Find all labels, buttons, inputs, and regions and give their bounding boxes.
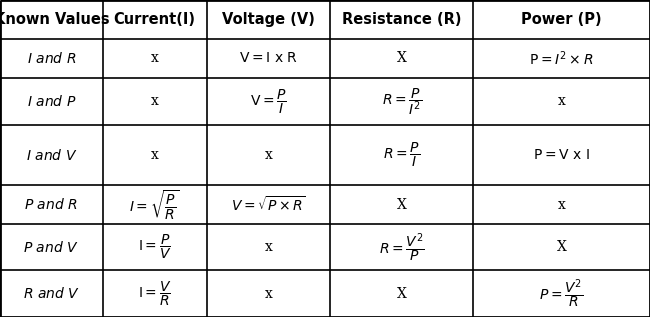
- Text: x: x: [265, 287, 272, 301]
- Text: Resistance (R): Resistance (R): [342, 12, 462, 27]
- Text: $\mathit{I\ and\ R}$: $\mathit{I\ and\ R}$: [27, 51, 76, 66]
- Text: x: x: [265, 240, 272, 254]
- Text: Power (P): Power (P): [521, 12, 602, 27]
- Text: $R = \dfrac{P}{I}$: $R = \dfrac{P}{I}$: [384, 141, 420, 169]
- Text: $I = \sqrt{\dfrac{P}{R}}$: $I = \sqrt{\dfrac{P}{R}}$: [129, 188, 180, 222]
- Text: X: X: [396, 51, 407, 66]
- Text: $\mathrm{P =} I^{2} \times R$: $\mathrm{P =} I^{2} \times R$: [529, 49, 594, 68]
- Text: Voltage (V): Voltage (V): [222, 12, 315, 27]
- Text: Current(I): Current(I): [114, 12, 196, 27]
- Text: $\mathit{P\ and\ V}$: $\mathit{P\ and\ V}$: [23, 240, 79, 255]
- Text: $R = \dfrac{P}{I^{2}}$: $R = \dfrac{P}{I^{2}}$: [382, 86, 422, 117]
- Text: $\mathrm{V = I\ x\ R}$: $\mathrm{V = I\ x\ R}$: [239, 51, 298, 66]
- Text: $\mathit{I\ and\ V}$: $\mathit{I\ and\ V}$: [25, 148, 77, 163]
- Text: Known Values: Known Values: [0, 12, 109, 27]
- Text: $\mathrm{I =}\dfrac{P}{V}$: $\mathrm{I =}\dfrac{P}{V}$: [138, 233, 172, 261]
- Text: x: x: [558, 198, 566, 212]
- Text: $\mathrm{V =}\dfrac{P}{I}$: $\mathrm{V =}\dfrac{P}{I}$: [250, 87, 287, 116]
- Text: X: X: [396, 198, 407, 212]
- Text: $P = \dfrac{V^{2}}{R}$: $P = \dfrac{V^{2}}{R}$: [540, 277, 584, 310]
- Text: X: X: [556, 240, 567, 254]
- Text: $\mathrm{P = V\ x\ I}$: $\mathrm{P = V\ x\ I}$: [533, 148, 590, 162]
- Text: x: x: [151, 94, 159, 108]
- Text: x: x: [151, 51, 159, 66]
- Text: x: x: [265, 148, 272, 162]
- Text: $R = \dfrac{V^{2}}{P}$: $R = \dfrac{V^{2}}{P}$: [379, 231, 424, 263]
- Text: $\mathit{I\ and\ P}$: $\mathit{I\ and\ P}$: [27, 94, 76, 109]
- Text: x: x: [558, 94, 566, 108]
- Text: X: X: [396, 287, 407, 301]
- Text: x: x: [151, 148, 159, 162]
- Text: $\mathrm{I =}\dfrac{V}{R}$: $\mathrm{I =}\dfrac{V}{R}$: [138, 279, 172, 308]
- Text: $\mathit{R\ and\ V}$: $\mathit{R\ and\ V}$: [23, 286, 80, 301]
- Text: $\mathit{P\ and\ R}$: $\mathit{P\ and\ R}$: [25, 197, 78, 212]
- Text: $V = \sqrt{P \times R}$: $V = \sqrt{P \times R}$: [231, 195, 306, 214]
